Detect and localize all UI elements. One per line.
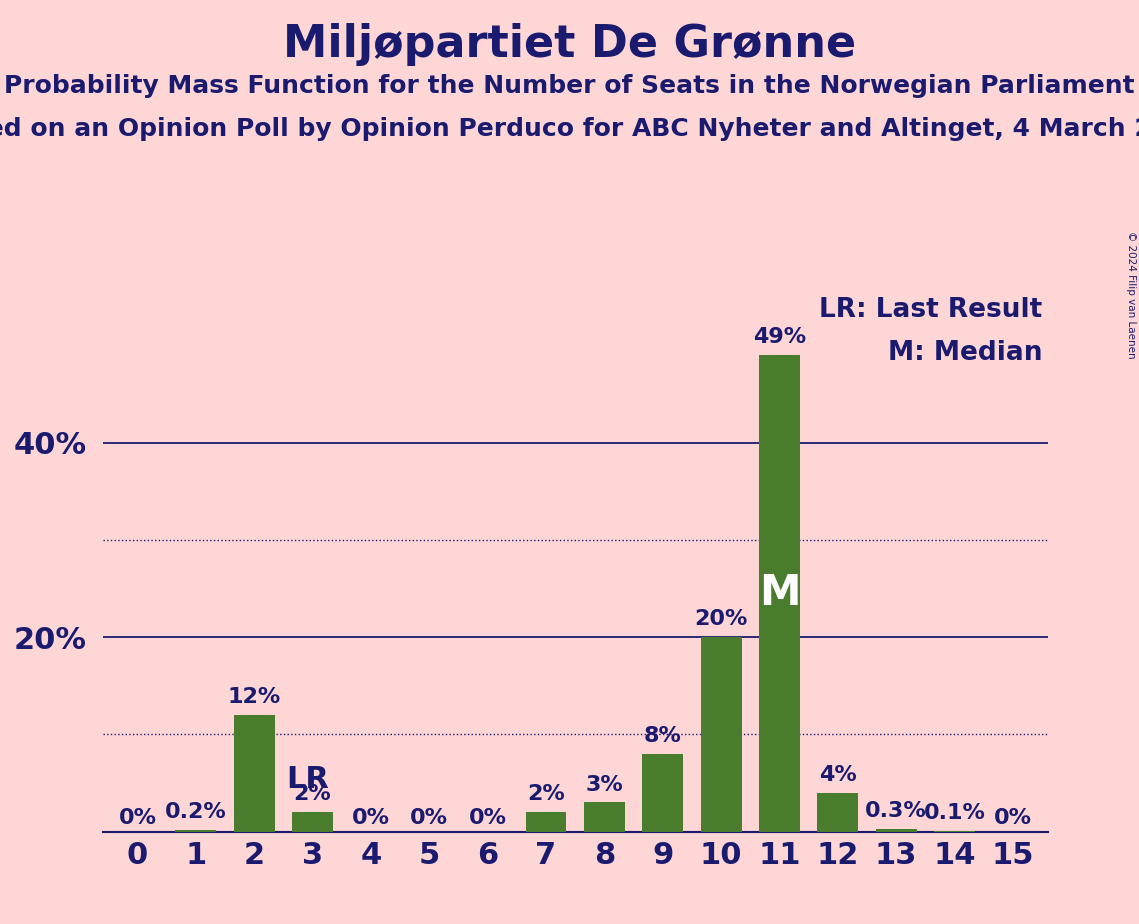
Bar <box>584 802 625 832</box>
Text: 12%: 12% <box>228 687 281 707</box>
Text: 2%: 2% <box>294 784 331 805</box>
Text: Based on an Opinion Poll by Opinion Perduco for ABC Nyheter and Altinget, 4 Marc: Based on an Opinion Poll by Opinion Perd… <box>0 117 1139 141</box>
Bar <box>700 637 741 832</box>
Text: LR: LR <box>286 764 329 794</box>
Text: 2%: 2% <box>527 784 565 805</box>
Bar <box>818 793 858 832</box>
Text: © 2024 Filip van Laenen: © 2024 Filip van Laenen <box>1126 231 1136 359</box>
Text: 8%: 8% <box>644 726 681 746</box>
Text: 20%: 20% <box>695 609 748 629</box>
Text: 0.2%: 0.2% <box>165 802 227 821</box>
Text: 0%: 0% <box>410 808 449 828</box>
Bar <box>642 754 683 832</box>
Text: M: Median: M: Median <box>887 340 1042 367</box>
Text: 0.1%: 0.1% <box>924 803 985 823</box>
Bar <box>293 812 333 832</box>
Text: 3%: 3% <box>585 774 623 795</box>
Bar <box>525 812 566 832</box>
Text: Miljøpartiet De Grønne: Miljøpartiet De Grønne <box>282 23 857 67</box>
Bar <box>759 355 800 832</box>
Text: LR: Last Result: LR: Last Result <box>819 297 1042 322</box>
Text: 49%: 49% <box>753 327 806 347</box>
Text: 4%: 4% <box>819 765 857 784</box>
Text: 0.3%: 0.3% <box>866 801 927 821</box>
Bar <box>934 831 975 832</box>
Text: 0%: 0% <box>352 808 390 828</box>
Text: 0%: 0% <box>994 808 1032 828</box>
Text: Probability Mass Function for the Number of Seats in the Norwegian Parliament: Probability Mass Function for the Number… <box>5 74 1134 98</box>
Bar <box>233 715 274 832</box>
Text: 0%: 0% <box>118 808 156 828</box>
Text: M: M <box>759 572 801 614</box>
Bar <box>175 830 216 832</box>
Text: 0%: 0% <box>468 808 507 828</box>
Bar <box>876 829 917 832</box>
